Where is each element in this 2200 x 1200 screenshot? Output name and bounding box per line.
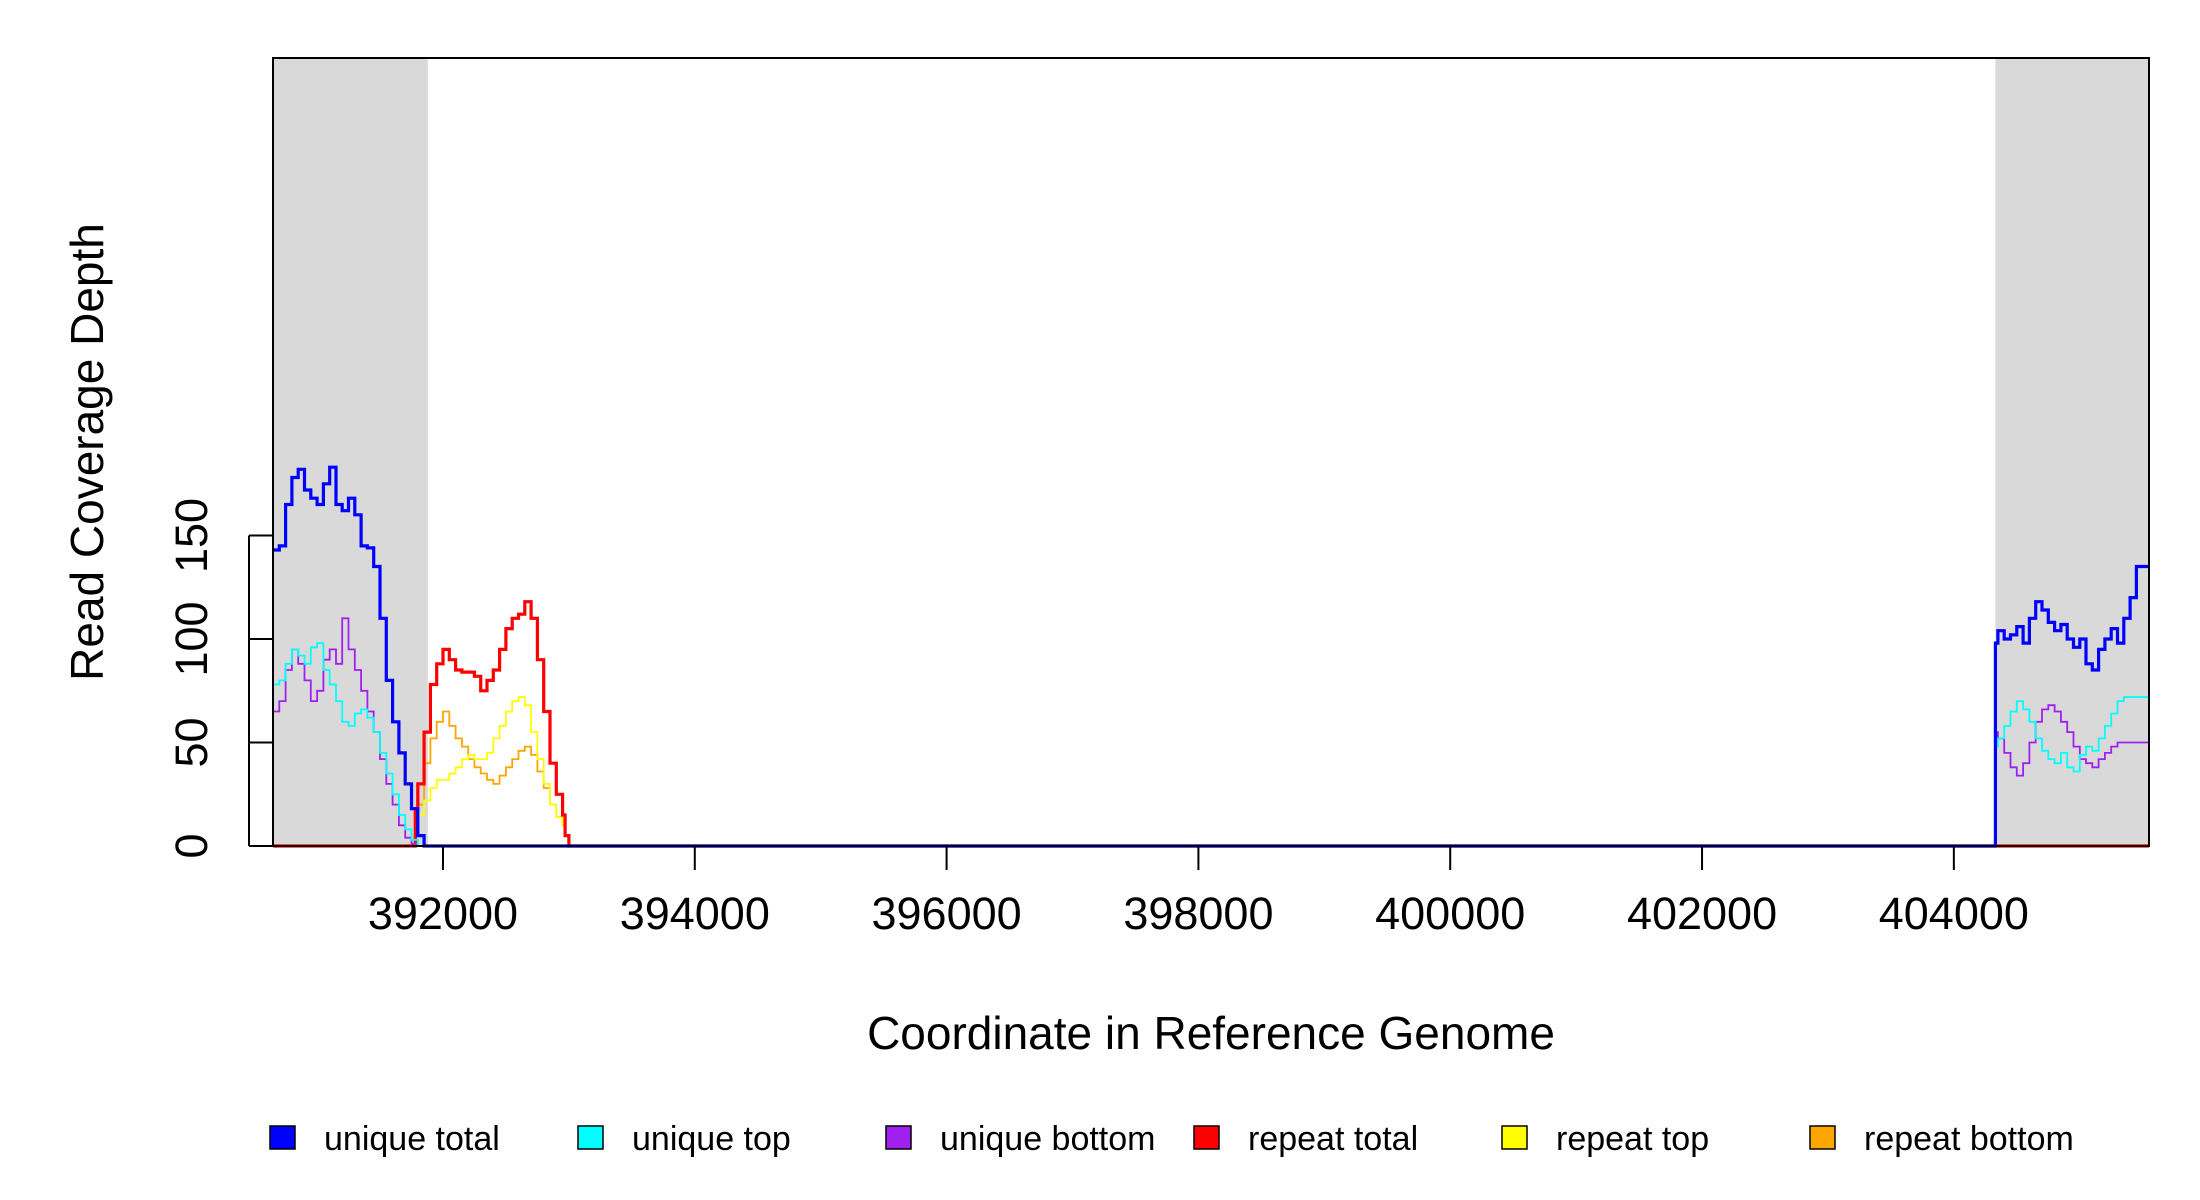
legend-item-repeat-total: repeat total <box>1193 1120 1418 1158</box>
legend: unique total unique top unique bottom repea… <box>269 1120 2074 1158</box>
legend-swatch <box>577 1125 604 1150</box>
y-tick-label-100: 100 <box>166 601 217 676</box>
x-tick-label-394000: 394000 <box>620 888 770 939</box>
x-tick-label-398000: 398000 <box>1123 888 1273 939</box>
legend-swatch <box>269 1125 296 1150</box>
series-unique-bottom <box>273 617 2149 847</box>
y-tick-label-0: 0 <box>166 833 217 858</box>
shaded-regions <box>273 58 2149 846</box>
series-lines <box>273 465 2149 848</box>
y-tick-label-150: 150 <box>166 498 217 573</box>
x-tick-label-392000: 392000 <box>368 888 518 939</box>
plot-frame <box>272 57 2150 847</box>
legend-item-unique-bottom: unique bottom <box>885 1120 1156 1158</box>
legend-item-repeat-top: repeat top <box>1501 1120 1709 1158</box>
shaded-region-2 <box>1995 58 2149 846</box>
legend-label: repeat total <box>1248 1120 1418 1158</box>
legend-item-unique-total: unique total <box>269 1120 500 1158</box>
y-axis: 0 50 100 150 <box>166 498 273 859</box>
legend-item-repeat-bottom: repeat bottom <box>1809 1120 2074 1158</box>
legend-swatch <box>1193 1125 1220 1150</box>
legend-item-unique-top: unique top <box>577 1120 791 1158</box>
x-tick-label-404000: 404000 <box>1879 888 2029 939</box>
series-repeat-bottom <box>273 710 2149 847</box>
x-tick-label-396000: 396000 <box>872 888 1022 939</box>
y-axis-title: Read Coverage Depth <box>61 223 113 681</box>
series-repeat-total <box>273 600 2149 848</box>
legend-label: unique bottom <box>940 1120 1156 1158</box>
x-tick-label-402000: 402000 <box>1627 888 1777 939</box>
x-axis-title: Coordinate in Reference Genome <box>867 1007 1555 1059</box>
shaded-region-1 <box>273 58 428 846</box>
y-tick-label-50: 50 <box>166 717 217 767</box>
series-repeat-top <box>273 696 2149 847</box>
legend-swatch <box>885 1125 912 1150</box>
series-unique-top <box>273 642 2149 847</box>
series-unique-total <box>273 465 2149 848</box>
legend-swatch <box>1501 1125 1528 1150</box>
x-axis: 392000 394000 396000 398000 400000 402000 4040… <box>368 845 2029 939</box>
x-tick-label-400000: 400000 <box>1375 888 1525 939</box>
legend-swatch <box>1809 1125 1836 1150</box>
legend-label: unique top <box>632 1120 791 1158</box>
legend-label: repeat top <box>1556 1120 1709 1158</box>
legend-label: unique total <box>324 1120 500 1158</box>
legend-label: repeat bottom <box>1864 1120 2074 1158</box>
